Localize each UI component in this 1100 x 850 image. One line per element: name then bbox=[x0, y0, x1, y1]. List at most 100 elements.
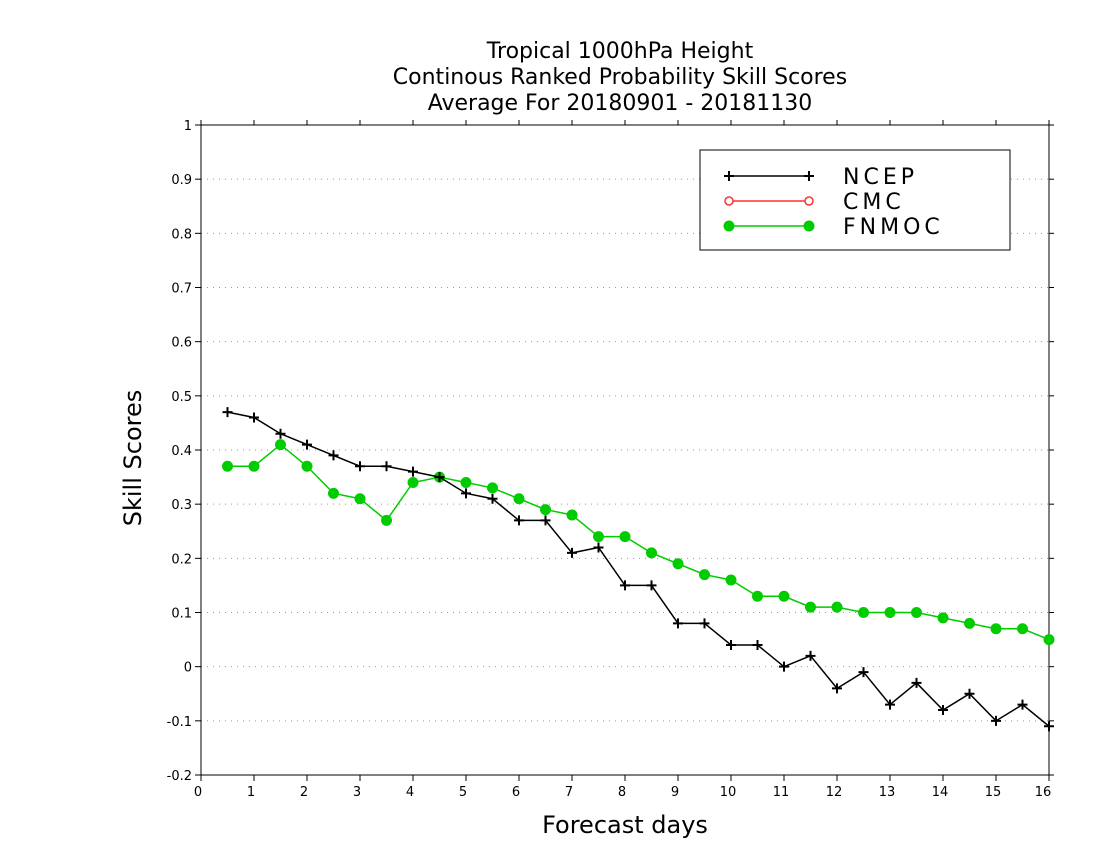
legend-label-cmc: CMC bbox=[843, 190, 905, 215]
x-tick-label: 8 bbox=[618, 785, 626, 800]
y-tick-label: 0.1 bbox=[171, 607, 192, 622]
x-tick-label: 3 bbox=[353, 785, 361, 800]
series-line-fnmoc bbox=[227, 443, 1050, 641]
ncep-point bbox=[779, 661, 789, 672]
ncep-point bbox=[381, 461, 392, 472]
legend-cmc-point bbox=[724, 196, 734, 206]
legend-item-cmc: CMC bbox=[724, 190, 905, 215]
y-tick-label: 0.6 bbox=[171, 336, 192, 351]
y-tick-label: 0.7 bbox=[171, 282, 192, 297]
y-tick-label: -0.1 bbox=[167, 715, 192, 730]
series-line-ncep bbox=[227, 411, 1050, 727]
legend-ncep-point bbox=[724, 171, 734, 181]
x-axis-label: Forecast days bbox=[542, 811, 708, 839]
fnmoc-point bbox=[248, 460, 260, 472]
fnmoc-point bbox=[381, 514, 392, 526]
fnmoc-point bbox=[699, 569, 710, 581]
legend-label-fnmoc: FNMOC bbox=[843, 215, 944, 240]
ncep-point bbox=[885, 699, 895, 710]
fnmoc-point bbox=[275, 439, 286, 451]
legend-item-fnmoc: FNMOC bbox=[723, 215, 944, 240]
x-tick-label: 10 bbox=[720, 785, 737, 800]
ncep-point bbox=[302, 439, 312, 450]
legend-label-ncep: NCEP bbox=[843, 165, 918, 190]
legend-fnmoc-point bbox=[723, 220, 735, 232]
y-tick-label: 0.2 bbox=[171, 552, 192, 567]
ncep-point bbox=[434, 472, 445, 483]
ncep-point bbox=[646, 580, 657, 591]
x-tick-label: 0 bbox=[194, 785, 202, 800]
fnmoc-point bbox=[513, 493, 525, 505]
ncep-point bbox=[222, 407, 233, 418]
series-fnmoc bbox=[222, 439, 1055, 646]
y-tick-label: 0.5 bbox=[171, 390, 192, 405]
ncep-point bbox=[805, 650, 816, 661]
ncep-point bbox=[964, 688, 975, 699]
fnmoc-point bbox=[672, 558, 684, 570]
title-line-2: Continous Ranked Probability Skill Score… bbox=[393, 65, 847, 90]
fnmoc-point bbox=[301, 460, 313, 472]
fnmoc-point bbox=[805, 601, 816, 613]
y-tick-label: 0.9 bbox=[171, 173, 192, 188]
ncep-point bbox=[567, 547, 577, 558]
legend-fnmoc-point bbox=[803, 220, 815, 232]
fnmoc-point bbox=[725, 574, 737, 586]
fnmoc-point bbox=[460, 477, 472, 488]
x-tick-label: 15 bbox=[985, 785, 1002, 800]
y-tick-label: 1 bbox=[184, 119, 192, 134]
ncep-point bbox=[673, 618, 683, 629]
ncep-point bbox=[1044, 721, 1054, 732]
fnmoc-point bbox=[566, 509, 578, 521]
ncep-point bbox=[699, 618, 710, 629]
ncep-point bbox=[832, 683, 842, 694]
fnmoc-point bbox=[222, 460, 233, 472]
fnmoc-point bbox=[858, 607, 869, 618]
ncep-point bbox=[1017, 699, 1028, 710]
ncep-point bbox=[408, 466, 418, 477]
ncep-point bbox=[911, 677, 922, 688]
x-tick-label: 5 bbox=[459, 785, 467, 800]
y-tick-label: -0.2 bbox=[167, 769, 192, 784]
x-tick-label: 4 bbox=[406, 785, 414, 800]
fnmoc-point bbox=[354, 493, 366, 505]
y-tick-label: 0.8 bbox=[171, 227, 192, 242]
fnmoc-point bbox=[540, 504, 551, 516]
ncep-point bbox=[858, 667, 869, 678]
fnmoc-point bbox=[1043, 634, 1055, 646]
ncep-point bbox=[620, 580, 630, 591]
ncep-point bbox=[540, 515, 551, 526]
ncep-point bbox=[355, 461, 365, 472]
x-tick-label: 7 bbox=[565, 785, 573, 800]
ncep-point bbox=[726, 640, 736, 650]
legend-cmc-point bbox=[804, 196, 814, 206]
ncep-point bbox=[752, 640, 763, 650]
ncep-point bbox=[328, 450, 339, 461]
y-axis-label: Skill Scores bbox=[119, 390, 147, 527]
fnmoc-point bbox=[831, 601, 843, 613]
ncep-point bbox=[938, 705, 948, 715]
fnmoc-point bbox=[911, 607, 922, 618]
fnmoc-point bbox=[937, 612, 949, 624]
y-tick-label: 0 bbox=[184, 661, 192, 676]
ncep-point bbox=[593, 542, 604, 553]
fnmoc-point bbox=[328, 487, 339, 499]
ncep-point bbox=[487, 493, 498, 504]
legend-box bbox=[699, 149, 1011, 251]
ncep-point bbox=[461, 488, 471, 499]
x-tick-label: 1 bbox=[247, 785, 255, 800]
fnmoc-point bbox=[487, 482, 498, 494]
x-axis: 0 1 2 3 4 5 6 7 8 9 10 11 12 13 14 15 16 bbox=[194, 120, 1051, 800]
legend-item-ncep: NCEP bbox=[724, 165, 918, 190]
x-tick-label: 14 bbox=[932, 785, 949, 800]
x-tick-label: 11 bbox=[773, 785, 790, 800]
fnmoc-point bbox=[1017, 623, 1028, 635]
series-ncep bbox=[222, 407, 1054, 732]
y-tick-label: 0.3 bbox=[171, 498, 192, 513]
fnmoc-point bbox=[778, 590, 790, 602]
x-tick-label: 12 bbox=[826, 785, 843, 800]
fnmoc-point bbox=[619, 531, 631, 543]
ncep-point bbox=[991, 715, 1001, 726]
title-line-1: Tropical 1000hPa Height bbox=[486, 39, 754, 64]
